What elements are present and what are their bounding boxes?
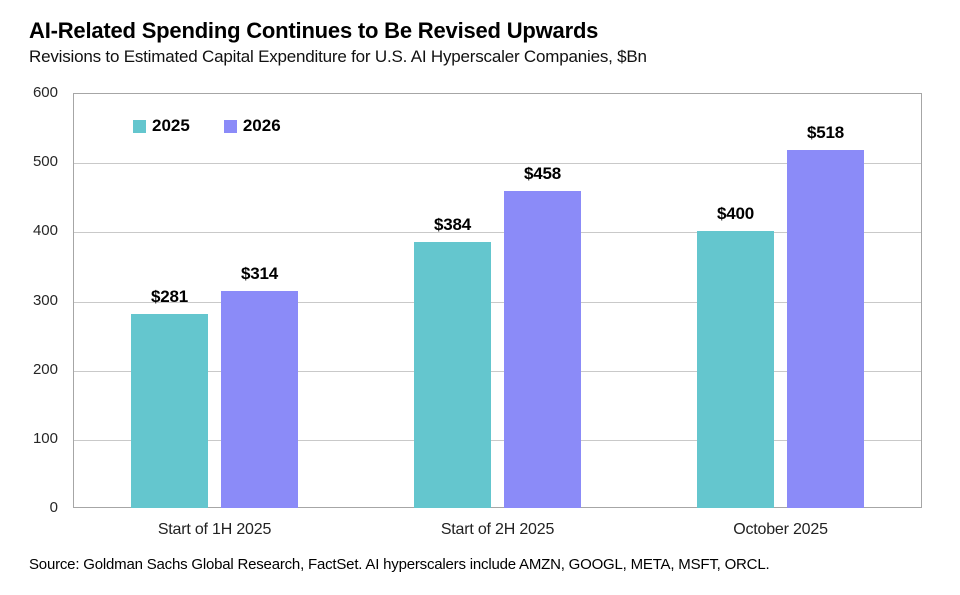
bar-2025 [131, 314, 208, 508]
bar-2026 [504, 191, 581, 508]
chart-subtitle: Revisions to Estimated Capital Expenditu… [29, 47, 647, 66]
bar-column-2025: $400 [697, 204, 774, 508]
bar-value-label: $384 [433, 215, 472, 234]
bar-value-label: $458 [523, 164, 562, 183]
bar-value-label: $518 [806, 123, 845, 142]
gridline [74, 163, 921, 164]
gridline [74, 440, 921, 441]
bar-column-2026: $518 [787, 123, 864, 508]
bar-column-2026: $458 [504, 164, 581, 508]
bar-2025 [414, 242, 491, 508]
y-tick-label: 500 [32, 153, 58, 170]
legend-swatch-2025-icon [133, 119, 146, 133]
x-axis-labels: Start of 1H 2025 Start of 2H 2025 October … [73, 521, 922, 539]
bar-2026 [221, 291, 298, 508]
bar-column-2025: $384 [414, 215, 491, 508]
gridline [74, 232, 921, 233]
y-axis-tick-labels: 0 100 200 300 400 500 600 [0, 84, 58, 516]
plot-area [73, 93, 922, 508]
y-tick-label: 300 [32, 292, 58, 309]
bar-group: $384 $458 [414, 164, 581, 508]
y-tick-label: 100 [32, 430, 58, 447]
x-axis-category-label: Start of 2H 2025 [440, 521, 555, 538]
y-tick-label: 200 [32, 361, 58, 378]
legend: 2025 2026 [133, 116, 281, 136]
x-axis-category-label: Start of 1H 2025 [157, 521, 272, 538]
legend-item-2026: 2026 [223, 116, 281, 136]
y-tick-label: 600 [32, 84, 58, 101]
bar-group: $281 $314 [131, 264, 298, 508]
bar-2026 [787, 150, 864, 508]
gridline [74, 302, 921, 303]
y-tick-label: 0 [49, 499, 58, 516]
bar-value-label: $314 [240, 264, 279, 283]
bar-value-label: $400 [716, 204, 755, 223]
bar-group: $400 $518 [697, 123, 864, 508]
bar-column-2025: $281 [131, 287, 208, 508]
bar-value-label: $281 [150, 287, 189, 306]
x-axis-category-label: October 2025 [733, 521, 828, 538]
bar-column-2026: $314 [221, 264, 298, 508]
legend-swatch-2026-icon [223, 119, 237, 133]
bar-2025 [697, 231, 774, 508]
legend-label-2026: 2026 [242, 116, 281, 135]
legend-label-2025: 2025 [152, 116, 190, 135]
y-tick-label: 400 [32, 222, 58, 239]
chart-title: AI-Related Spending Continues to Be Revi… [29, 18, 599, 43]
source-note: Source: Goldman Sachs Global Research, F… [29, 556, 770, 573]
gridline [74, 371, 921, 372]
bar-groups: $281 $314 $384 $458 $400 $518 [73, 93, 922, 508]
legend-item-2025: 2025 [133, 116, 190, 136]
